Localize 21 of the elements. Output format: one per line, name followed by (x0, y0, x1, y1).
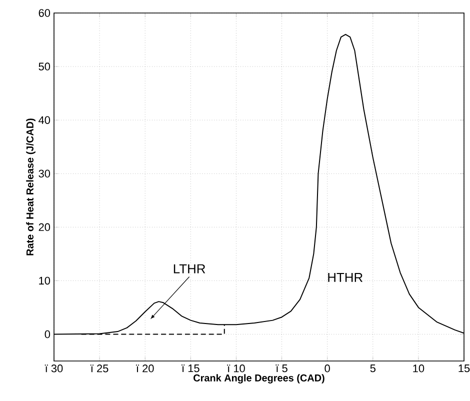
x-axis-title: Crank Angle Degrees (CAD) (194, 374, 324, 384)
y-tick-label: 40 (38, 116, 50, 124)
x-tick-label: 15 (458, 364, 470, 372)
y-tick-label: 30 (38, 170, 50, 178)
y-tick-label: 20 (38, 223, 50, 232)
y-tick-label: 0 (44, 330, 50, 338)
y-tick-label: 60 (38, 9, 50, 17)
y-axis-title: Rate of Heat Release (J/CAD) (26, 118, 36, 256)
x-tick-label: ï 5 (276, 364, 288, 372)
annotation: HTHR (328, 273, 362, 282)
x-tick-label: ï 30 (44, 364, 63, 372)
x-tick-label: 0 (324, 364, 330, 372)
annotation: LTHR (174, 264, 206, 274)
y-tick-label: 10 (39, 276, 50, 285)
x-tick-label: 10 (413, 364, 424, 372)
x-tick-label: 5 (370, 364, 376, 372)
x-tick-label: ï 10 (227, 364, 245, 372)
x-tick-label: ï 15 (182, 364, 200, 372)
y-tick-label: 50 (38, 62, 50, 70)
x-tick-label: ï 20 (136, 364, 154, 372)
x-tick-label: ï 25 (90, 364, 108, 372)
